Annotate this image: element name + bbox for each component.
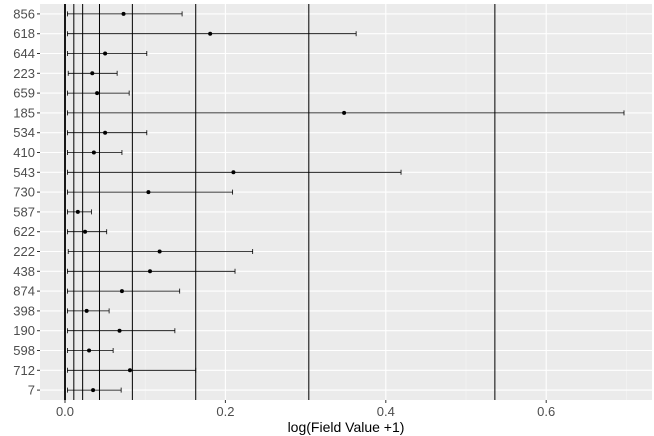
- x-tick-label: 0.4: [377, 404, 395, 419]
- point-estimate: [103, 51, 108, 56]
- y-axis: 856 618 644 223 659 185 534 410 543 730 587 622 222 4…: [13, 6, 40, 398]
- point-estimate: [231, 170, 236, 175]
- y-tick-label: 222: [13, 244, 35, 259]
- point-estimate: [157, 249, 162, 254]
- point-estimate: [127, 368, 132, 373]
- y-tick-label: 543: [13, 165, 35, 180]
- point-estimate: [87, 348, 92, 353]
- y-tick-label: 185: [13, 105, 35, 120]
- y-tick-label: 438: [13, 264, 35, 279]
- x-axis: 0.0 0.2 0.4 0.6: [56, 400, 555, 419]
- point-estimate: [91, 388, 96, 393]
- y-tick-label: 622: [13, 224, 35, 239]
- point-estimate: [84, 308, 89, 313]
- x-axis-title: log(Field Value +1): [288, 419, 405, 435]
- point-estimate: [103, 130, 108, 135]
- point-estimate: [121, 11, 126, 16]
- minor-gridlines: [144, 4, 627, 400]
- point-estimate: [75, 209, 80, 214]
- y-tick-label: 7: [28, 383, 35, 398]
- point-estimate: [146, 190, 151, 195]
- y-tick-label: 874: [13, 284, 35, 299]
- y-tick-label: 398: [13, 303, 35, 318]
- reference-lines: [64, 4, 496, 400]
- point-estimate: [208, 31, 213, 36]
- point-estimate: [148, 269, 153, 274]
- point-estimate: [95, 91, 100, 96]
- x-tick-label: 0.0: [56, 404, 74, 419]
- plot-panel: [40, 4, 652, 400]
- y-tick-label: 587: [13, 204, 35, 219]
- y-tick-label: 644: [13, 46, 35, 61]
- point-estimate: [119, 289, 124, 294]
- y-tick-label: 856: [13, 6, 35, 21]
- point-estimates: [75, 11, 347, 393]
- y-tick-label: 659: [13, 86, 35, 101]
- point-estimate: [90, 71, 95, 76]
- y-tick-label: 712: [13, 363, 35, 378]
- x-tick-label: 0.6: [537, 404, 555, 419]
- point-estimate: [91, 150, 96, 155]
- y-tick-label: 534: [13, 125, 35, 140]
- y-tick-label: 598: [13, 343, 35, 358]
- y-tick-label: 223: [13, 66, 35, 81]
- y-tick-label: 730: [13, 185, 35, 200]
- point-estimate: [117, 328, 122, 333]
- point-estimate: [83, 229, 88, 234]
- y-tick-label: 618: [13, 26, 35, 41]
- y-tick-label: 410: [13, 145, 35, 160]
- point-estimate: [342, 110, 347, 115]
- y-tick-label: 190: [13, 323, 35, 338]
- x-tick-label: 0.2: [216, 404, 234, 419]
